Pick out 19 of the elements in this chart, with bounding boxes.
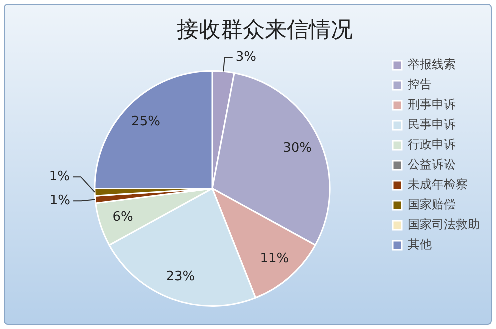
data-label: 1% [50,193,71,208]
legend-label: 未成年检察 [408,178,468,192]
legend-label: 行政申诉 [408,138,456,152]
data-label: 23% [166,270,196,285]
data-label: 30% [283,141,312,156]
chart-title: 接收群众来信情况 [177,18,353,43]
data-label: 25% [132,114,160,130]
legend-label: 举报线索 [408,58,456,72]
legend-label: 其他 [408,238,432,252]
legend-label: 控告 [408,78,432,92]
legend-label: 民事申诉 [408,118,456,132]
data-label: 11% [260,252,290,267]
data-label: 6% [112,210,134,226]
legend-label: 国家司法救助 [408,218,480,232]
data-label: 1% [49,169,70,184]
legend-label: 公益诉讼 [408,158,456,172]
legend-label: 刑事申诉 [408,98,456,112]
legend-label: 国家赔偿 [408,198,456,212]
data-label: 3% [236,50,257,66]
